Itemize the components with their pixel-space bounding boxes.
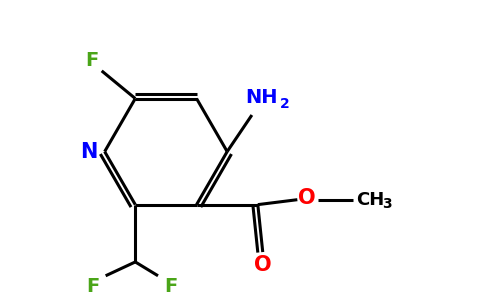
Text: 2: 2 [280,97,289,111]
Text: F: F [86,277,99,296]
Text: F: F [164,277,178,296]
Text: F: F [85,52,98,70]
Text: 3: 3 [382,196,392,211]
Text: N: N [80,142,98,162]
Text: CH: CH [356,191,385,209]
Text: O: O [254,255,272,275]
Text: NH: NH [245,88,278,107]
Text: O: O [299,188,316,208]
